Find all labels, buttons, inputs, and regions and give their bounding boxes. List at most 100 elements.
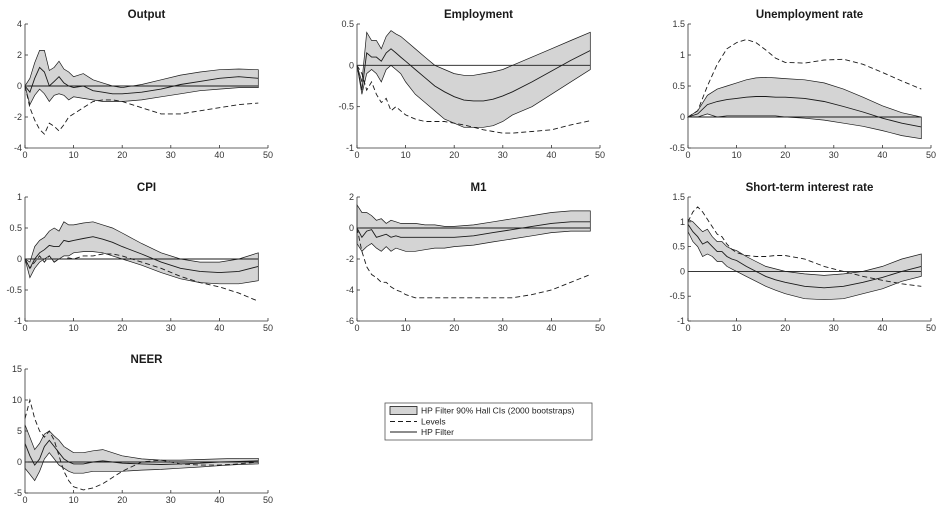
y-tick-label: -0.5 (669, 291, 685, 301)
levels-line (356, 227, 591, 299)
x-tick-label: 50 (595, 150, 605, 160)
y-tick-label: 0.5 (672, 81, 685, 91)
y-tick-label: -5 (14, 488, 22, 498)
x-tick-label: 0 (22, 495, 27, 505)
y-tick-label: 0 (17, 254, 22, 264)
legend-band-swatch (389, 406, 418, 415)
y-tick-label: 1 (17, 192, 22, 202)
y-tick-label: 0 (680, 266, 685, 276)
x-tick-label: 40 (214, 323, 224, 333)
hp-filter-line (356, 48, 591, 102)
hp-filter-line (24, 236, 259, 274)
y-tick-label: 0.5 (341, 19, 354, 29)
y-tick-label: 1.5 (672, 19, 685, 29)
ci-band (24, 50, 259, 106)
y-tick-label: 0 (349, 60, 354, 70)
legend-dashed-label: Levels (421, 417, 446, 427)
x-tick-label: 30 (166, 495, 176, 505)
y-tick-label: 0 (17, 81, 22, 91)
y-tick-label: 1 (680, 50, 685, 60)
x-tick-label: 50 (263, 323, 273, 333)
y-tick-label: 0.5 (9, 223, 22, 233)
panel-title: Employment (444, 9, 513, 21)
legend-band-label: HP Filter 90% Hall CIs (2000 bootstraps) (421, 406, 575, 416)
y-tick-label: -6 (346, 316, 354, 326)
x-tick-label: 0 (685, 323, 690, 333)
y-tick-label: 0 (17, 457, 22, 467)
x-tick-label: 40 (877, 323, 887, 333)
x-tick-label: 0 (22, 150, 27, 160)
x-tick-label: 0 (354, 150, 359, 160)
levels-line (687, 39, 922, 118)
ci-band (356, 30, 591, 128)
x-tick-label: 30 (498, 150, 508, 160)
x-tick-label: 40 (214, 495, 224, 505)
levels-line (24, 398, 259, 491)
y-tick-label: 2 (17, 50, 22, 60)
ci-band (687, 218, 922, 301)
x-tick-label: 40 (546, 323, 556, 333)
x-tick-label: 10 (732, 150, 742, 160)
y-tick-label: -4 (14, 143, 22, 153)
y-tick-label: 0.5 (672, 242, 685, 252)
x-tick-label: 50 (263, 150, 273, 160)
panel-title: NEER (131, 354, 164, 366)
x-tick-label: 20 (449, 150, 459, 160)
x-tick-label: 20 (780, 150, 790, 160)
y-tick-label: -1 (14, 316, 22, 326)
y-tick-label: -2 (14, 112, 22, 122)
x-tick-label: 0 (685, 150, 690, 160)
x-tick-label: 40 (546, 150, 556, 160)
hp-filter-line (687, 96, 922, 128)
x-tick-label: 40 (877, 150, 887, 160)
levels-line (24, 85, 259, 135)
x-tick-label: 20 (117, 323, 127, 333)
y-tick-label: -1 (346, 143, 354, 153)
panel-2: 0 10 20 30 40 50 0.5 0 -0.5 -1 Employment (338, 9, 605, 160)
y-tick-label: 2 (349, 192, 354, 202)
x-tick-label: 30 (166, 150, 176, 160)
x-tick-label: 10 (401, 323, 411, 333)
x-tick-label: 20 (117, 495, 127, 505)
panel-title: Output (128, 9, 166, 21)
x-tick-label: 10 (69, 150, 79, 160)
x-tick-label: 10 (732, 323, 742, 333)
legend: HP Filter 90% Hall CIs (2000 bootstraps)… (384, 402, 593, 441)
x-tick-label: 20 (449, 323, 459, 333)
y-tick-label: 10 (12, 395, 22, 405)
y-tick-label: -0.5 (669, 143, 685, 153)
x-tick-label: 50 (263, 495, 273, 505)
x-tick-label: 30 (166, 323, 176, 333)
y-tick-label: 0 (680, 112, 685, 122)
y-tick-label: -2 (346, 254, 354, 264)
ci-band (24, 221, 259, 285)
panel-title: Unemployment rate (756, 9, 863, 21)
x-tick-label: 10 (69, 323, 79, 333)
y-tick-label: 1.5 (672, 192, 685, 202)
y-tick-label: 4 (17, 19, 22, 29)
y-tick-label: -4 (346, 285, 354, 295)
x-tick-label: 0 (354, 323, 359, 333)
ci-band (686, 76, 922, 140)
levels-line (356, 65, 591, 134)
y-tick-label: 5 (17, 426, 22, 436)
x-tick-label: 10 (69, 495, 79, 505)
levels-line (24, 253, 259, 302)
y-tick-label: -0.5 (6, 285, 22, 295)
x-tick-label: 10 (401, 150, 411, 160)
y-tick-label: 0 (349, 223, 354, 233)
hp-filter-line (687, 224, 922, 289)
x-tick-label: 0 (22, 323, 27, 333)
levels-line (687, 206, 922, 287)
hp-filter-line (356, 221, 591, 239)
x-tick-label: 50 (926, 150, 936, 160)
y-tick-label: -0.5 (338, 102, 354, 112)
x-tick-label: 50 (595, 323, 605, 333)
x-tick-label: 50 (926, 323, 936, 333)
x-tick-label: 40 (214, 150, 224, 160)
panel-4: 0 10 20 30 40 50 1 0.5 0 -0.5 -1 CPI (6, 182, 273, 333)
